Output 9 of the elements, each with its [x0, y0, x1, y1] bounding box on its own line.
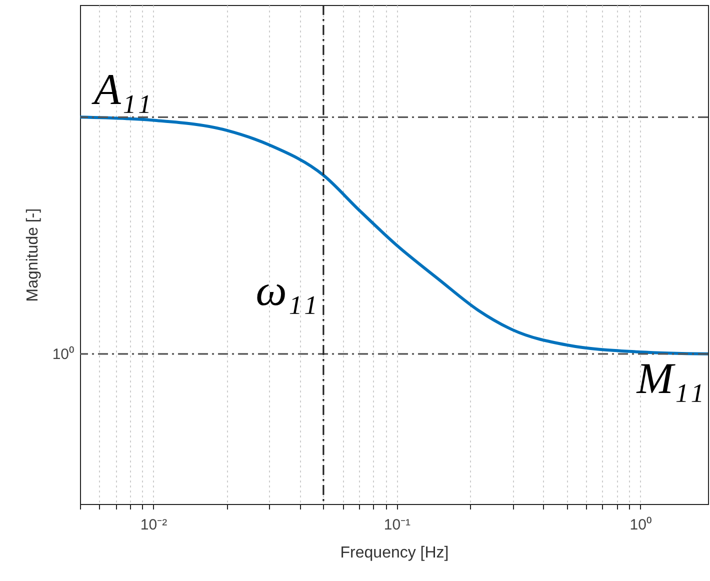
text: 10⁰ [52, 346, 74, 363]
y-axis-title: Magnitude [-] [24, 208, 42, 302]
x-tick-label: 10⁻² [140, 516, 168, 534]
x-tick-label: 10⁻¹ [384, 516, 411, 534]
x-axis-title: Frequency [Hz] [340, 544, 449, 562]
ref-line-label: ω₁₁ [256, 266, 318, 315]
ref-line-label: M₁₁ [636, 354, 704, 403]
ref-line-label: A₁₁ [91, 65, 152, 114]
x-tick-label: 10⁰ [630, 516, 652, 534]
